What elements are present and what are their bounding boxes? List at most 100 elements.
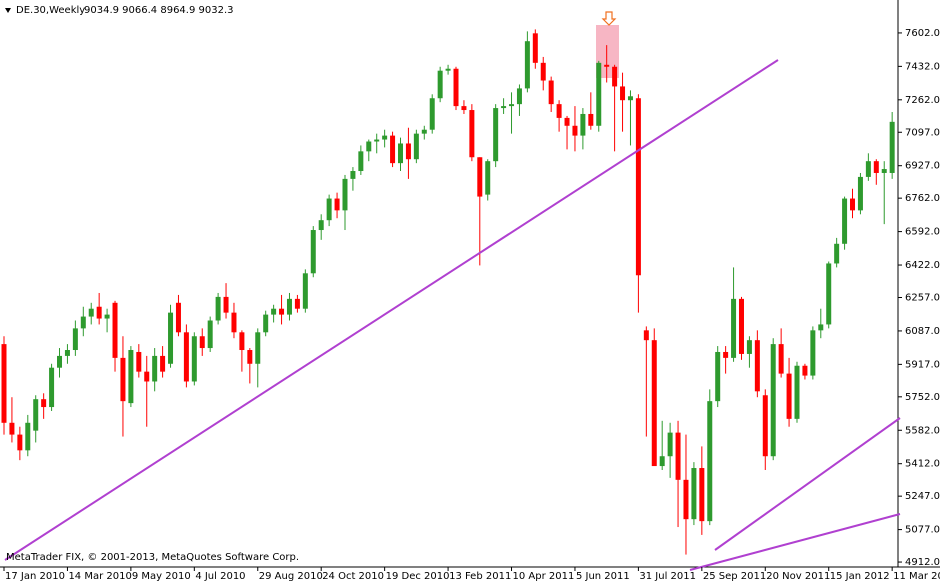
candle-body xyxy=(715,351,721,402)
candle-body xyxy=(516,88,522,105)
candle-body xyxy=(239,332,245,351)
candle-body xyxy=(746,340,752,354)
candle-body xyxy=(199,336,205,349)
candle-body xyxy=(532,33,538,63)
candle-body xyxy=(136,351,142,372)
candle-body xyxy=(112,302,118,358)
candle-body xyxy=(850,198,856,211)
y-tick-label: 7602.0 xyxy=(905,28,940,39)
candle-body xyxy=(279,308,285,315)
candle-body xyxy=(183,332,189,382)
y-tick-label: 5917.0 xyxy=(905,359,940,370)
candle-body xyxy=(215,296,221,321)
candle-body xyxy=(318,220,324,231)
candle-body xyxy=(738,298,744,354)
trend-line xyxy=(689,513,901,571)
candle-body xyxy=(818,324,824,331)
candle-body xyxy=(485,161,491,195)
candle-body xyxy=(175,302,181,333)
candle-body xyxy=(873,161,879,173)
chart-title: DE.30,Weekly xyxy=(16,5,85,16)
candle-body xyxy=(88,308,94,317)
candle-body xyxy=(382,135,388,140)
candle-body xyxy=(453,68,459,107)
trend-line xyxy=(4,59,779,561)
candle-body xyxy=(762,395,768,457)
candle-body xyxy=(429,98,435,130)
candle-body xyxy=(247,350,253,364)
candle-body xyxy=(80,316,86,329)
candle-body xyxy=(160,355,166,372)
ohlc-text: 9034.9 9066.4 8964.9 9032.3 xyxy=(84,5,234,16)
y-tick-label: 6927.0 xyxy=(905,161,940,172)
candle-body xyxy=(207,320,213,349)
candle-body xyxy=(310,230,316,274)
candles xyxy=(1,29,895,555)
candle-body xyxy=(604,64,610,67)
x-tick-label: 15 Jan 2012 xyxy=(830,571,890,582)
candle-body xyxy=(477,157,483,197)
candle-body xyxy=(405,143,411,160)
candle-body xyxy=(643,330,649,341)
candle-body xyxy=(128,350,134,404)
candle-body xyxy=(168,312,174,364)
x-tick-label: 4 Jul 2010 xyxy=(195,571,245,582)
candle-body xyxy=(286,298,292,315)
candle-body xyxy=(754,340,760,392)
x-tick-label: 29 Aug 2010 xyxy=(259,571,323,582)
y-tick-label: 5077.0 xyxy=(905,525,940,536)
y-tick-label: 6422.0 xyxy=(905,260,940,271)
candle-body xyxy=(302,273,308,309)
candle-body xyxy=(667,432,673,457)
candle-body xyxy=(64,350,70,356)
candle-body xyxy=(651,340,657,467)
candle-body xyxy=(9,422,15,435)
y-tick-label: 5247.0 xyxy=(905,491,940,502)
candle-body xyxy=(390,135,396,164)
candle-body xyxy=(120,357,126,402)
trend-line xyxy=(714,417,901,551)
candle-body xyxy=(620,86,626,101)
y-tick-label: 5582.0 xyxy=(905,425,940,436)
candle-body xyxy=(540,62,546,81)
x-tick-label: 5 Jun 2011 xyxy=(576,571,630,582)
candle-body xyxy=(699,468,705,522)
candle-body xyxy=(548,80,554,105)
x-tick-label: 13 Feb 2011 xyxy=(449,571,511,582)
candle-body xyxy=(770,344,776,457)
candle-body xyxy=(294,298,300,309)
candle-body xyxy=(152,355,158,382)
x-tick-label: 20 Nov 2011 xyxy=(766,571,830,582)
candle-body xyxy=(778,344,784,374)
candle-body xyxy=(223,296,229,313)
candle-body xyxy=(104,314,110,319)
candle-body xyxy=(374,139,380,142)
candle-body xyxy=(588,113,594,126)
x-tick-label: 10 Apr 2011 xyxy=(513,571,575,582)
x-tick-label: 17 Jan 2010 xyxy=(5,571,65,582)
candle-body xyxy=(794,365,800,419)
candle-body xyxy=(57,355,63,368)
candle-body xyxy=(350,171,356,179)
y-tick-label: 6592.0 xyxy=(905,227,940,238)
candle-body xyxy=(857,176,863,211)
x-tick-label: 31 Jul 2011 xyxy=(639,571,696,582)
dropdown-icon xyxy=(5,8,11,13)
candle-body xyxy=(826,263,832,325)
candle-body xyxy=(501,106,507,109)
candle-body xyxy=(627,96,633,101)
candle-body xyxy=(231,312,237,333)
candle-body xyxy=(564,117,570,126)
down-arrow xyxy=(601,11,617,26)
candle-body xyxy=(509,104,515,107)
candle-body xyxy=(572,125,578,136)
candle-body xyxy=(635,98,641,276)
x-tick-label: 24 Oct 2010 xyxy=(322,571,384,582)
candle-body xyxy=(421,129,427,134)
x-tick-label: 19 Dec 2010 xyxy=(386,571,450,582)
candle-body xyxy=(723,351,729,358)
candle-body xyxy=(445,68,451,71)
